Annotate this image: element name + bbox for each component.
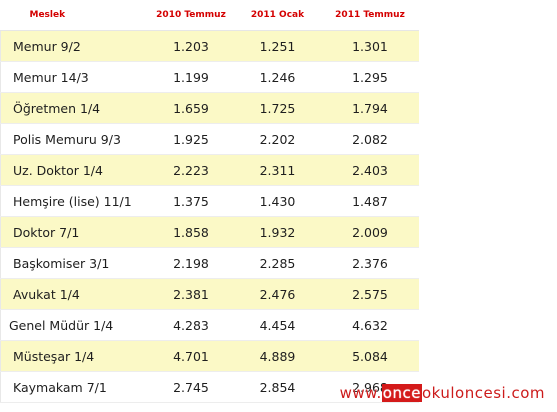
- column-header-2011-temmuz: 2011 Temmuz: [321, 0, 419, 31]
- value-cell-2010-temmuz: 4.283: [148, 309, 234, 341]
- value-cell-2011-temmuz: 1.295: [321, 61, 419, 93]
- value-cell-2010-temmuz: 1.659: [148, 92, 234, 124]
- value-cell-2011-ocak: 2.476: [233, 278, 322, 310]
- value-cell-2011-temmuz: 2.403: [321, 154, 419, 186]
- value-cell-2011-ocak: 1.430: [233, 185, 322, 217]
- value-cell-2011-ocak: 1.725: [233, 92, 322, 124]
- table-row: Başkomiser 3/1 2.198 2.285 2.376: [0, 247, 419, 279]
- job-cell: Hemşire (lise) 11/1: [0, 185, 149, 217]
- job-cell: Memur 14/3: [0, 61, 149, 93]
- table-header-row: Meslek 2010 Temmuz 2011 Ocak 2011 Temmuz: [0, 0, 419, 31]
- value-cell-2011-ocak: 2.202: [233, 123, 322, 155]
- value-cell-2011-ocak: 2.854: [233, 371, 322, 403]
- column-header-meslek: Meslek: [0, 0, 149, 31]
- value-cell-2011-temmuz: 1.794: [321, 92, 419, 124]
- value-cell-2010-temmuz: 1.199: [148, 61, 234, 93]
- table-row: Polis Memuru 9/3 1.925 2.202 2.082: [0, 123, 419, 155]
- table-row: Öğretmen 1/4 1.659 1.725 1.794: [0, 92, 419, 124]
- value-cell-2011-temmuz: 2.376: [321, 247, 419, 279]
- table-row: Hemşire (lise) 11/1 1.375 1.430 1.487: [0, 185, 419, 217]
- value-cell-2011-temmuz: 1.301: [321, 30, 419, 62]
- table-row: Memur 14/3 1.199 1.246 1.295: [0, 61, 419, 93]
- value-cell-2011-temmuz: 5.084: [321, 340, 419, 372]
- table-row: Kaymakam 7/1 2.745 2.854 2.968: [0, 371, 419, 403]
- job-cell: Doktor 7/1: [0, 216, 149, 248]
- value-cell-2010-temmuz: 1.375: [148, 185, 234, 217]
- table-row: Müsteşar 1/4 4.701 4.889 5.084: [0, 340, 419, 372]
- job-cell: Avukat 1/4: [0, 278, 149, 310]
- value-cell-2010-temmuz: 4.701: [148, 340, 234, 372]
- value-cell-2011-ocak: 1.246: [233, 61, 322, 93]
- value-cell-2010-temmuz: 2.223: [148, 154, 234, 186]
- value-cell-2011-temmuz: 4.632: [321, 309, 419, 341]
- value-cell-2010-temmuz: 2.198: [148, 247, 234, 279]
- value-cell-2011-temmuz: 1.487: [321, 185, 419, 217]
- value-cell-2010-temmuz: 2.745: [148, 371, 234, 403]
- watermark-suffix: okuloncesi.com: [421, 384, 545, 402]
- job-cell: Müsteşar 1/4: [0, 340, 149, 372]
- value-cell-2011-temmuz: 2.082: [321, 123, 419, 155]
- value-cell-2010-temmuz: 1.858: [148, 216, 234, 248]
- table-row: Doktor 7/1 1.858 1.932 2.009: [0, 216, 419, 248]
- salary-table: Meslek 2010 Temmuz 2011 Ocak 2011 Temmuz…: [0, 0, 419, 403]
- site-watermark: www.onceokuloncesi.com: [340, 384, 545, 402]
- job-cell: Uz. Doktor 1/4: [0, 154, 149, 186]
- watermark-highlight: once: [381, 384, 422, 402]
- value-cell-2010-temmuz: 1.203: [148, 30, 234, 62]
- table-row: Memur 9/2 1.203 1.251 1.301: [0, 30, 419, 62]
- value-cell-2011-ocak: 1.932: [233, 216, 322, 248]
- value-cell-2011-temmuz: 2.575: [321, 278, 419, 310]
- value-cell-2010-temmuz: 2.381: [148, 278, 234, 310]
- watermark-prefix: www.: [339, 384, 382, 402]
- value-cell-2010-temmuz: 1.925: [148, 123, 234, 155]
- column-header-2011-ocak: 2011 Ocak: [233, 0, 322, 31]
- job-cell: Genel Müdür 1/4: [0, 309, 149, 341]
- job-cell: Kaymakam 7/1: [0, 371, 149, 403]
- table-row: Uz. Doktor 1/4 2.223 2.311 2.403: [0, 154, 419, 186]
- value-cell-2011-ocak: 4.454: [233, 309, 322, 341]
- column-header-2010-temmuz: 2010 Temmuz: [148, 0, 234, 31]
- value-cell-2011-ocak: 2.311: [233, 154, 322, 186]
- job-cell: Başkomiser 3/1: [0, 247, 149, 279]
- job-cell: Öğretmen 1/4: [0, 92, 149, 124]
- job-cell: Polis Memuru 9/3: [0, 123, 149, 155]
- value-cell-2011-ocak: 2.285: [233, 247, 322, 279]
- value-cell-2011-ocak: 1.251: [233, 30, 322, 62]
- value-cell-2011-temmuz: 2.009: [321, 216, 419, 248]
- value-cell-2011-ocak: 4.889: [233, 340, 322, 372]
- table-row: Genel Müdür 1/4 4.283 4.454 4.632: [0, 309, 419, 341]
- table-row: Avukat 1/4 2.381 2.476 2.575: [0, 278, 419, 310]
- job-cell: Memur 9/2: [0, 30, 149, 62]
